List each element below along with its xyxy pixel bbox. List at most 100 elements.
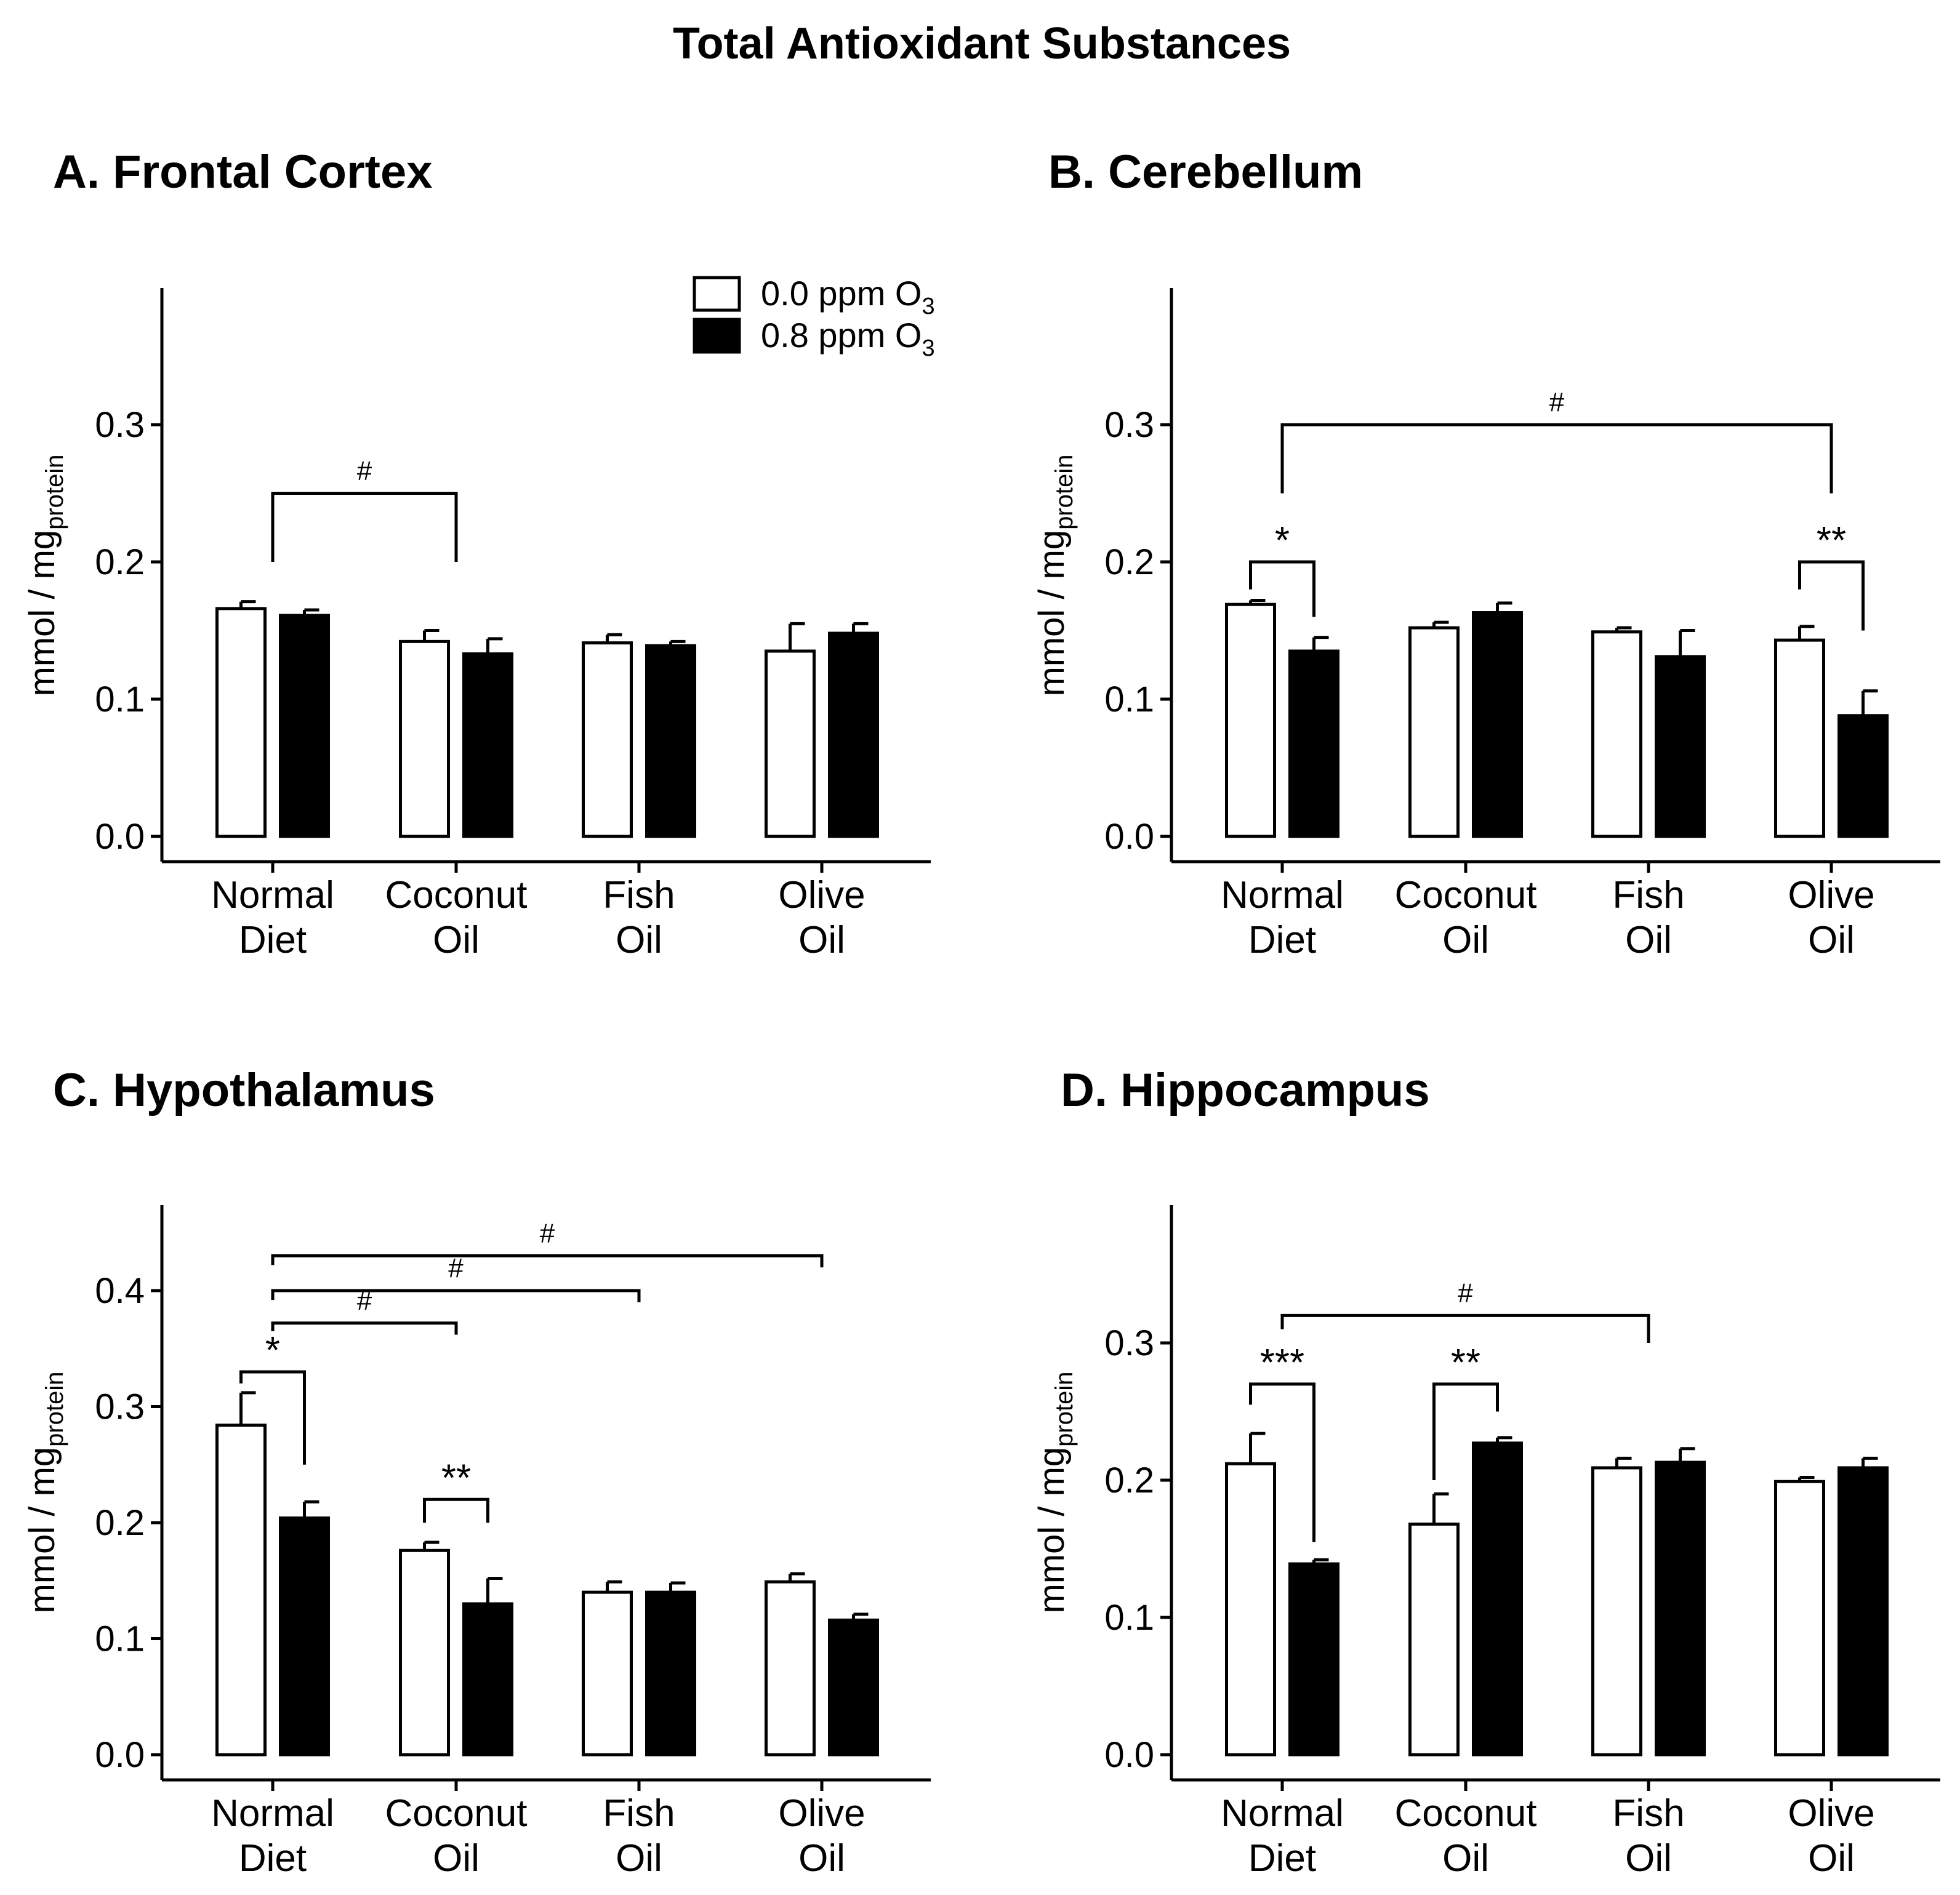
y-tick-label: 0.0 [1104, 817, 1154, 857]
significance-label: * [265, 1329, 280, 1372]
bar [828, 1618, 879, 1757]
bar [1591, 630, 1642, 838]
bar [1774, 638, 1825, 838]
bar [1225, 603, 1276, 838]
bar [1472, 611, 1523, 838]
bar [1408, 1522, 1460, 1757]
y-tick-label: 0.0 [95, 817, 145, 857]
x-tick-label: Normal [1221, 1792, 1344, 1835]
y-tick-label: 0.1 [95, 679, 145, 719]
y-tick-label: 0.1 [1104, 1598, 1154, 1638]
bar [215, 1424, 267, 1757]
significance-label: *** [1260, 1342, 1304, 1384]
legend-label-ozone: 0.8 ppm O3 [761, 316, 935, 361]
y-tick-label: 0.2 [95, 542, 145, 582]
bar [1837, 714, 1889, 838]
x-tick-label: Fish [1612, 874, 1684, 916]
x-tick-label: Oil [616, 1837, 662, 1880]
x-tick-label: Coconut [1395, 1792, 1537, 1835]
bar [1591, 1466, 1642, 1757]
y-tick-label: 0.2 [1104, 1460, 1154, 1500]
y-tick-label: 0.1 [1104, 679, 1154, 719]
x-tick-label: Normal [211, 1792, 334, 1835]
x-tick-label: Olive [778, 1792, 865, 1835]
x-tick-label: Olive [778, 874, 865, 916]
y-tick-label: 0.0 [95, 1735, 145, 1775]
x-tick-label: Diet [239, 919, 307, 961]
significance-bracket [271, 1289, 641, 1302]
x-tick-label: Oil [798, 1837, 845, 1880]
significance-label: ** [1451, 1342, 1480, 1384]
legend: 0.0 ppm O3 0.8 ppm O3 [693, 274, 935, 361]
x-tick-label: Diet [1248, 1837, 1316, 1880]
y-axis-label: mmol / mgprotein [22, 455, 68, 697]
bar [399, 639, 450, 838]
x-tick-label: Oil [1808, 919, 1855, 961]
y-tick-label: 0.2 [95, 1503, 145, 1543]
bar [399, 1548, 450, 1757]
significance-bracket [1249, 560, 1315, 617]
legend-swatch-control [693, 276, 741, 312]
x-tick-label: Coconut [385, 1792, 528, 1835]
y-axis-label: mmol / mgprotein [22, 1372, 68, 1614]
bar [1225, 1462, 1276, 1757]
x-tick-label: Olive [1788, 1792, 1874, 1835]
bar [765, 649, 816, 838]
bar [279, 614, 330, 838]
significance-bracket [1432, 1382, 1499, 1480]
significance-label: # [448, 1253, 464, 1283]
legend-swatch-ozone [693, 318, 741, 354]
x-tick-label: Diet [239, 1837, 307, 1880]
bar [1655, 655, 1706, 838]
y-tick-label: 0.4 [95, 1271, 145, 1311]
significance-bracket [423, 1497, 489, 1523]
y-tick-label: 0.3 [95, 1387, 145, 1427]
x-tick-label: Diet [1248, 919, 1316, 961]
x-tick-label: Oil [616, 919, 662, 961]
x-tick-label: Oil [1808, 1837, 1855, 1880]
significance-bracket [239, 1370, 306, 1465]
x-tick-label: Normal [211, 874, 334, 916]
x-tick-label: Fish [603, 874, 675, 916]
bar [1837, 1466, 1889, 1757]
x-tick-label: Oil [798, 919, 845, 961]
x-tick-label: Oil [433, 919, 480, 961]
significance-bracket [271, 492, 458, 562]
bar [1774, 1480, 1825, 1757]
bar [1408, 626, 1460, 838]
panel-c-title: C. Hypothalamus [53, 1064, 435, 1116]
bar [582, 1590, 633, 1757]
x-tick-label: Oil [1442, 919, 1489, 961]
bar [1472, 1441, 1523, 1757]
significance-bracket [1249, 1382, 1315, 1542]
bar [765, 1580, 816, 1757]
significance-label: * [1275, 519, 1290, 562]
y-tick-label: 0.3 [1104, 405, 1154, 445]
bar [645, 644, 696, 838]
x-tick-label: Oil [1625, 919, 1672, 961]
significance-label: # [357, 456, 372, 486]
panel-b-title: B. Cerebellum [1048, 146, 1363, 198]
significance-label: # [1458, 1278, 1473, 1308]
bar [582, 641, 633, 838]
bar [462, 652, 513, 838]
significance-bracket [1798, 560, 1865, 631]
y-tick-label: 0.2 [1104, 542, 1154, 582]
bar [828, 631, 879, 838]
y-tick-label: 0.1 [95, 1619, 145, 1659]
significance-label: ** [1817, 519, 1846, 562]
y-axis-label: mmol / mgprotein [1032, 1372, 1078, 1614]
panel-hypothalamus: 0.0 0.1 0.2 0.3 0.4 mmol / mgprotein NormalDie… [22, 1205, 931, 1880]
panel-d-title: D. Hippocampus [1061, 1064, 1430, 1116]
significance-label: # [540, 1218, 555, 1248]
significance-bracket [271, 1321, 458, 1335]
figure-title: Total Antioxidant Substances [673, 19, 1291, 68]
significance-label: ** [441, 1457, 471, 1499]
x-tick-label: Oil [1625, 1837, 1672, 1880]
x-tick-label: Oil [1442, 1837, 1489, 1880]
significance-label: # [1549, 387, 1565, 417]
x-tick-label: Coconut [1395, 874, 1537, 916]
